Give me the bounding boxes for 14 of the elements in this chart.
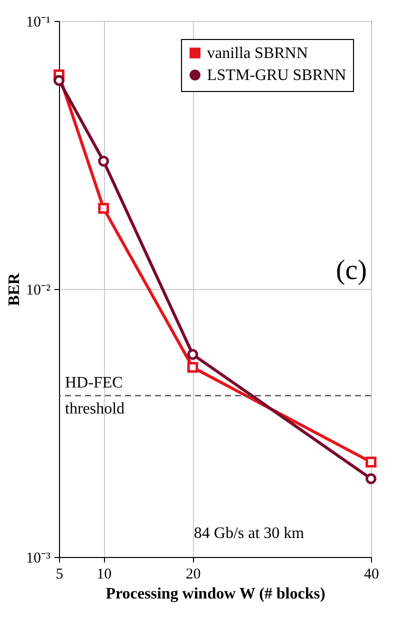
legend-label: vanilla SBRNN (207, 45, 308, 62)
y-tick-label: 10⁻² (26, 282, 51, 298)
y-tick-label: 10⁻¹ (26, 14, 50, 30)
annotation: (c) (336, 255, 367, 286)
y-tick-label: 10⁻³ (26, 550, 51, 566)
annotation: 84 Gb/s at 30 km (194, 525, 305, 542)
x-tick-label: 40 (364, 566, 379, 582)
x-axis-title: Processing window W (# blocks) (106, 586, 326, 602)
x-tick-label: 10 (96, 566, 112, 582)
x-tick-label: 5 (56, 566, 64, 582)
legend-label: LSTM-GRU SBRNN (207, 67, 347, 84)
ref-line-label: HD-FEC threshold (65, 374, 125, 418)
y-axis-title: BER (6, 272, 24, 306)
x-tick-label: 20 (186, 566, 201, 582)
